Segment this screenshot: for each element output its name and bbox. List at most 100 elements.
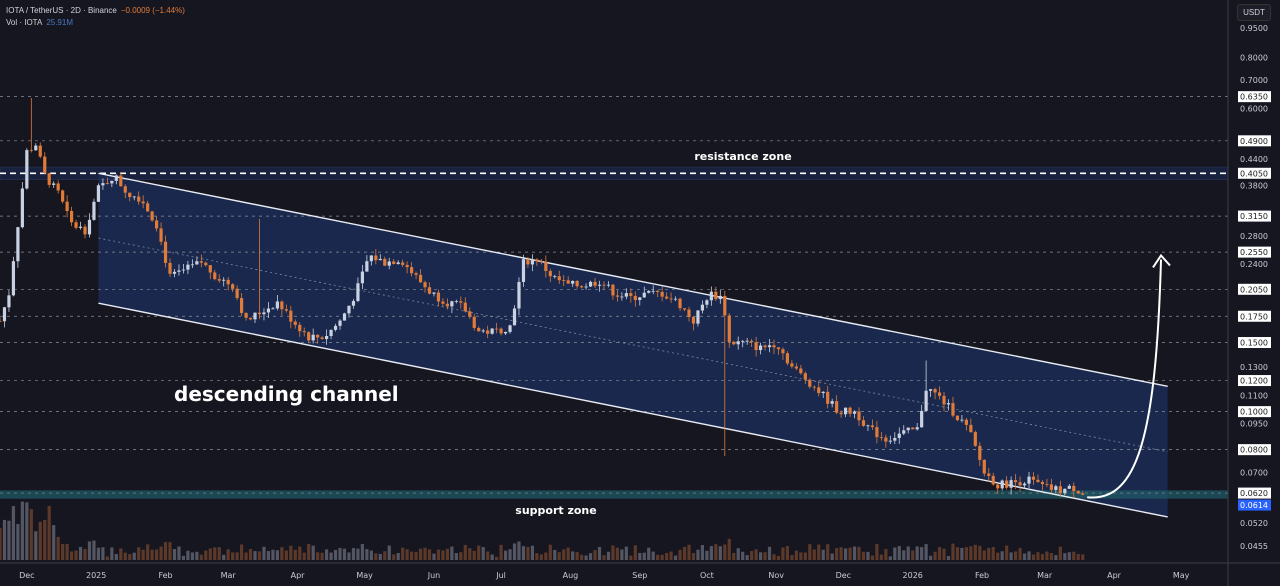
candle-body bbox=[503, 331, 508, 334]
volume-bar bbox=[47, 505, 51, 560]
volume-bar bbox=[839, 547, 843, 560]
candle-body bbox=[445, 303, 449, 307]
candle-body bbox=[835, 401, 839, 413]
candle-body bbox=[289, 310, 293, 322]
candle-body bbox=[732, 341, 736, 345]
volume-bar bbox=[996, 552, 1000, 560]
x-tick-label: Jul bbox=[495, 571, 506, 580]
candle-body bbox=[369, 255, 373, 262]
candle-body bbox=[38, 145, 42, 157]
candles bbox=[0, 97, 1085, 498]
candle-body bbox=[803, 373, 807, 380]
candle-body bbox=[56, 183, 60, 191]
candle-body bbox=[52, 183, 56, 185]
volume-bar bbox=[933, 551, 937, 560]
candle-body bbox=[29, 150, 33, 151]
volume-bar bbox=[199, 554, 203, 560]
candle-body bbox=[799, 368, 803, 374]
candle-body bbox=[665, 296, 669, 299]
candle-body bbox=[955, 415, 960, 421]
candle-body bbox=[933, 389, 937, 393]
level-tag-bg bbox=[1238, 375, 1271, 387]
volume-bar bbox=[195, 551, 199, 560]
candle-body bbox=[266, 308, 271, 313]
candle-body bbox=[284, 309, 288, 311]
candle-body bbox=[378, 258, 382, 261]
volume-bar bbox=[521, 546, 526, 560]
volume-bar bbox=[387, 545, 391, 560]
volume-bar bbox=[454, 553, 458, 560]
volume-bar bbox=[119, 548, 123, 560]
candle-body bbox=[333, 325, 338, 330]
volume-bar bbox=[132, 552, 136, 560]
volume-bar bbox=[629, 555, 633, 560]
volume-bar bbox=[190, 552, 194, 560]
level-tag-bg bbox=[1238, 167, 1271, 179]
volume-bar bbox=[638, 552, 642, 560]
volume-bar bbox=[669, 551, 673, 560]
volume-bar bbox=[937, 546, 942, 560]
candle-body bbox=[700, 304, 705, 311]
volume-bar bbox=[718, 546, 722, 560]
candle-body bbox=[826, 391, 830, 404]
candle-body bbox=[1072, 485, 1076, 492]
candle-body bbox=[311, 334, 315, 341]
level-tag-bg bbox=[1238, 283, 1271, 295]
candle-body bbox=[204, 262, 208, 266]
candle-body bbox=[186, 264, 190, 270]
y-tick-label: 0.0455 bbox=[1240, 542, 1268, 551]
volume-bar bbox=[821, 549, 825, 560]
x-tick-label: 2026 bbox=[903, 571, 923, 580]
candle-body bbox=[499, 328, 503, 334]
volume-bar bbox=[271, 549, 275, 560]
y-tick-label: 0.9500 bbox=[1240, 24, 1268, 33]
volume-bar bbox=[222, 554, 226, 560]
y-tick-label: 0.3800 bbox=[1240, 181, 1268, 190]
level-tag: 0.2550 bbox=[1240, 248, 1268, 257]
volume-bar bbox=[235, 552, 239, 560]
candle-body bbox=[423, 282, 427, 288]
currency-button[interactable]: USDT bbox=[1237, 4, 1271, 21]
symbol-title[interactable]: IOTA / TetherUS · 2D · Binance bbox=[6, 6, 117, 15]
candle-body bbox=[1022, 483, 1027, 486]
volume-bar bbox=[338, 547, 342, 560]
volume-bar bbox=[790, 555, 794, 560]
volume-bar bbox=[741, 551, 745, 560]
volume-bar bbox=[293, 549, 297, 560]
volume-bar bbox=[356, 548, 360, 560]
volume-bar bbox=[141, 549, 145, 560]
volume-bar bbox=[772, 554, 776, 560]
candle-body bbox=[615, 295, 620, 297]
volume-bar bbox=[615, 547, 620, 560]
candle-body bbox=[991, 475, 995, 485]
candle-body bbox=[78, 226, 83, 228]
volume-bar bbox=[168, 542, 172, 560]
candle-body bbox=[512, 308, 517, 326]
volume-bar bbox=[186, 550, 190, 560]
volume-bar bbox=[776, 555, 781, 560]
candle-body bbox=[1000, 480, 1004, 489]
volume-bar bbox=[262, 546, 266, 560]
volume-bar bbox=[705, 550, 709, 560]
candle-body bbox=[271, 308, 275, 310]
candle-body bbox=[195, 261, 199, 265]
candle-body bbox=[709, 291, 713, 301]
volume-bar bbox=[633, 545, 637, 560]
candle-body bbox=[1013, 480, 1018, 483]
level-tag: 0.2050 bbox=[1240, 285, 1268, 294]
volume-bar bbox=[418, 548, 423, 560]
volume-bar bbox=[915, 546, 919, 560]
volume-bar bbox=[799, 552, 803, 560]
candle-body bbox=[1005, 480, 1009, 488]
candle-body bbox=[884, 437, 888, 442]
candle-body bbox=[347, 305, 351, 314]
candle-body bbox=[852, 411, 857, 414]
candle-body bbox=[320, 337, 324, 340]
level-tag-bg bbox=[1238, 487, 1271, 499]
volume-bar bbox=[665, 553, 669, 560]
candle-body bbox=[942, 395, 946, 405]
volume-bar bbox=[450, 546, 454, 560]
volume-bar bbox=[951, 543, 955, 560]
candle-body bbox=[172, 271, 177, 274]
